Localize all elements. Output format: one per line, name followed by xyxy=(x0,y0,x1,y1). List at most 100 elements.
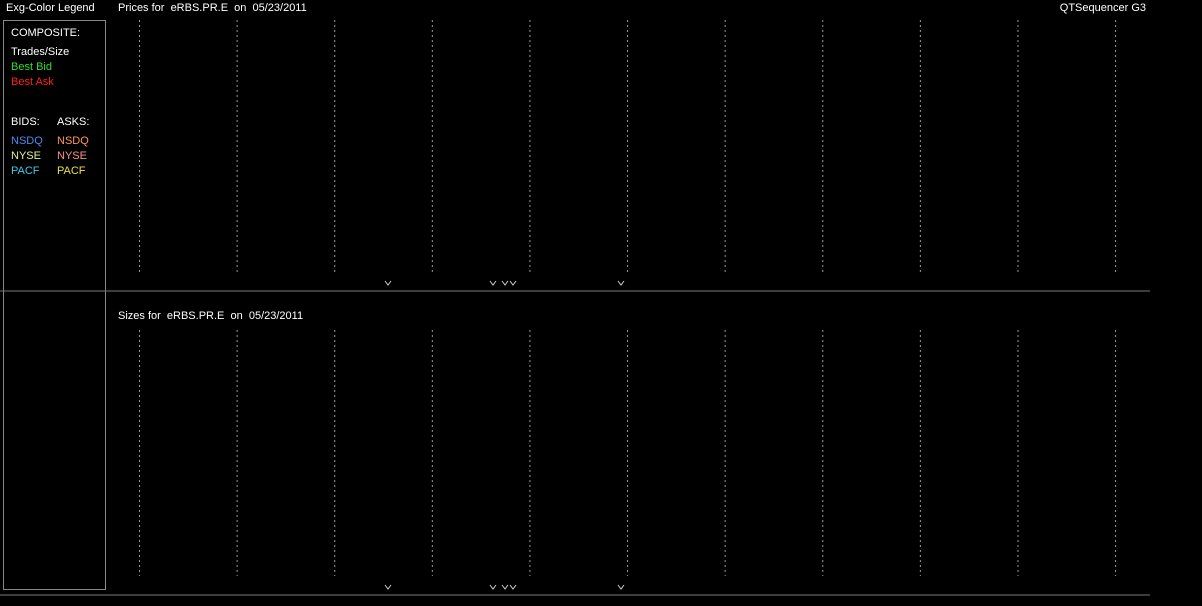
best-bid-size-marker xyxy=(383,416,389,422)
trade-size-marker xyxy=(595,465,602,472)
best-bid-size-marker xyxy=(586,509,592,515)
ask-pacf-size-marker xyxy=(978,534,983,539)
best-bid-size-marker xyxy=(120,537,126,543)
best-bid-size-marker xyxy=(460,475,466,481)
ask-pacf-size-marker xyxy=(976,537,981,542)
best-bid-size-marker xyxy=(386,400,392,406)
best-ask-size-marker xyxy=(404,475,410,481)
best-ask-size-marker xyxy=(500,492,506,498)
size-series-group xyxy=(117,372,1142,576)
best-bid-size-marker xyxy=(205,491,211,497)
best-bid-size-marker xyxy=(584,524,590,530)
ask-pacf-size-marker xyxy=(1053,542,1058,547)
best-bid-size-marker xyxy=(454,506,460,512)
best-bid-size-marker xyxy=(759,496,765,502)
time-marker xyxy=(501,280,509,286)
ask-pacf-size-marker xyxy=(892,545,897,550)
best-bid-size-marker xyxy=(921,469,927,475)
best-ask-size-marker xyxy=(581,566,586,571)
best-bid-size-marker xyxy=(296,405,302,411)
best-bid-size-marker xyxy=(750,540,756,546)
legend-bids-label: BIDS: xyxy=(11,116,40,128)
ask-pacf-size-marker xyxy=(660,537,665,542)
best-bid-size-marker xyxy=(912,512,918,518)
best-bid-size-marker xyxy=(1091,498,1097,504)
best-bid-size-marker xyxy=(910,526,916,532)
best-bid-size-marker xyxy=(375,462,381,468)
best-ask-size-marker xyxy=(557,566,562,571)
best-ask-size-marker xyxy=(579,566,584,571)
best-bid-size-marker xyxy=(595,464,601,470)
best-ask-size-marker xyxy=(577,566,582,571)
best-bid-size-marker xyxy=(604,419,610,425)
best-bid-size-marker xyxy=(1109,412,1115,418)
best-bid-size-marker xyxy=(301,372,307,378)
best-bid-size-marker xyxy=(290,438,296,444)
best-bid-size-marker xyxy=(904,555,910,561)
best-bid-size-marker xyxy=(607,404,613,410)
ask-pacf-size-marker xyxy=(810,537,815,542)
best-ask-size-marker xyxy=(534,566,539,571)
best-bid-size-marker xyxy=(674,511,680,517)
best-bid-size-marker xyxy=(1094,483,1100,489)
legend-ask-pacf: PACF xyxy=(57,165,86,177)
price-chart[interactable] xyxy=(0,0,1202,306)
best-bid-size-marker xyxy=(774,423,780,429)
best-bid-size-marker xyxy=(222,396,228,402)
best-bid-size-marker xyxy=(1012,452,1018,458)
ask-pacf-size-marker xyxy=(898,536,903,541)
best-bid-size-marker xyxy=(924,455,930,461)
best-bid-size-marker xyxy=(132,473,138,479)
color-legend: COMPOSITE: Trades/Size Best Bid Best Ask… xyxy=(3,20,106,590)
best-bid-size-marker xyxy=(1079,555,1085,561)
best-bid-size-marker xyxy=(293,421,299,427)
best-bid-size-marker xyxy=(451,522,457,528)
best-ask-size-marker xyxy=(543,566,548,571)
legend-bid-nyse: NYSE xyxy=(11,150,41,162)
ask-pacf-size-marker xyxy=(1060,543,1065,548)
ask-pacf-size-marker xyxy=(668,537,673,542)
best-bid-size-marker xyxy=(1006,481,1012,487)
best-bid-size-marker xyxy=(668,540,674,546)
legend-asks-label: ASKS: xyxy=(57,116,90,128)
prices-title: Prices for eRBS.PR.E on 05/23/2011 xyxy=(118,2,307,14)
best-bid-size-marker xyxy=(129,489,135,495)
best-bid-size-marker xyxy=(477,381,483,387)
best-bid-size-marker xyxy=(555,402,561,408)
ask-pacf-size-marker xyxy=(894,542,899,547)
best-ask-size-marker xyxy=(565,566,570,571)
best-ask-size-marker xyxy=(559,566,564,571)
ask-pacf-size-marker xyxy=(674,541,679,546)
legend-ask-nyse: NYSE xyxy=(57,150,87,162)
best-bid-size-marker xyxy=(357,554,363,560)
best-ask-size-marker xyxy=(568,566,573,571)
best-bid-size-marker xyxy=(1009,467,1015,473)
time-marker xyxy=(384,280,392,286)
best-bid-size-marker xyxy=(1003,496,1009,502)
best-bid-size-marker xyxy=(275,520,281,526)
best-bid-size-marker xyxy=(930,426,936,432)
ask-pacf-size-marker xyxy=(812,547,817,552)
best-bid-size-marker xyxy=(1000,511,1006,517)
best-bid-size-marker xyxy=(918,483,924,489)
ask-pacf-size-marker xyxy=(1049,536,1054,541)
best-bid-size-marker xyxy=(199,522,205,528)
ask-pacf-size-marker xyxy=(807,544,812,549)
best-bid-size-marker xyxy=(994,540,1000,546)
best-bid-size-marker xyxy=(445,554,451,560)
ask-pacf-size-marker xyxy=(980,544,985,549)
best-bid-size-marker xyxy=(601,434,607,440)
trade-size-marker xyxy=(780,565,787,572)
best-bid-size-marker xyxy=(123,521,129,527)
best-bid-size-marker xyxy=(771,437,777,443)
best-bid-size-marker xyxy=(457,491,463,497)
ask-pacf-size-marker xyxy=(973,544,978,549)
best-ask-size-marker xyxy=(560,566,565,571)
best-bid-size-marker xyxy=(366,508,372,514)
best-bid-size-marker xyxy=(840,485,846,491)
best-bid-size-marker xyxy=(858,402,864,408)
best-bid-size-marker xyxy=(927,440,933,446)
best-ask-size-marker xyxy=(513,468,519,474)
best-bid-size-marker xyxy=(671,525,677,531)
